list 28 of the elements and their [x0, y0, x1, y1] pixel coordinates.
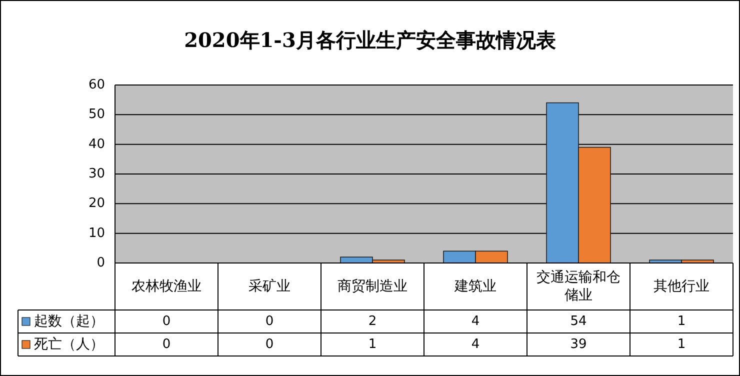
data-label: 1 — [368, 337, 377, 352]
x-tick-label: 农林牧渔业 — [132, 278, 202, 294]
data-label: 2 — [368, 314, 377, 329]
x-tick-label: 商贸制造业 — [338, 278, 408, 294]
y-tick-label: 60 — [88, 78, 105, 92]
x-tick-label: 交通运输和仓储业 — [536, 270, 620, 304]
legend-label: 死亡（人） — [34, 336, 104, 352]
y-tick-label: 10 — [88, 226, 105, 241]
data-label: 0 — [265, 337, 274, 352]
data-label: 1 — [677, 314, 686, 329]
y-tick-label: 0 — [96, 256, 105, 270]
y-tick-label: 50 — [88, 107, 105, 122]
data-label: 4 — [471, 314, 480, 329]
y-tick-label: 20 — [88, 196, 105, 212]
data-label: 0 — [162, 314, 171, 329]
data-label: 39 — [570, 337, 587, 352]
data-label: 0 — [162, 337, 171, 352]
x-tick-label: 其他行业 — [654, 278, 710, 294]
data-label: 54 — [570, 314, 587, 329]
data-label: 0 — [265, 314, 274, 329]
data-label: 1 — [677, 337, 686, 352]
y-tick-label: 40 — [88, 136, 105, 152]
x-tick-label: 建筑业 — [454, 278, 496, 294]
chart-title: 2020年1-3月各行业生产安全事故情况表 — [184, 28, 556, 52]
x-tick-label: 采矿业 — [248, 278, 290, 294]
legend-label: 起数（起） — [34, 314, 104, 330]
data-label: 4 — [471, 337, 480, 352]
y-tick-label: 30 — [88, 166, 105, 182]
